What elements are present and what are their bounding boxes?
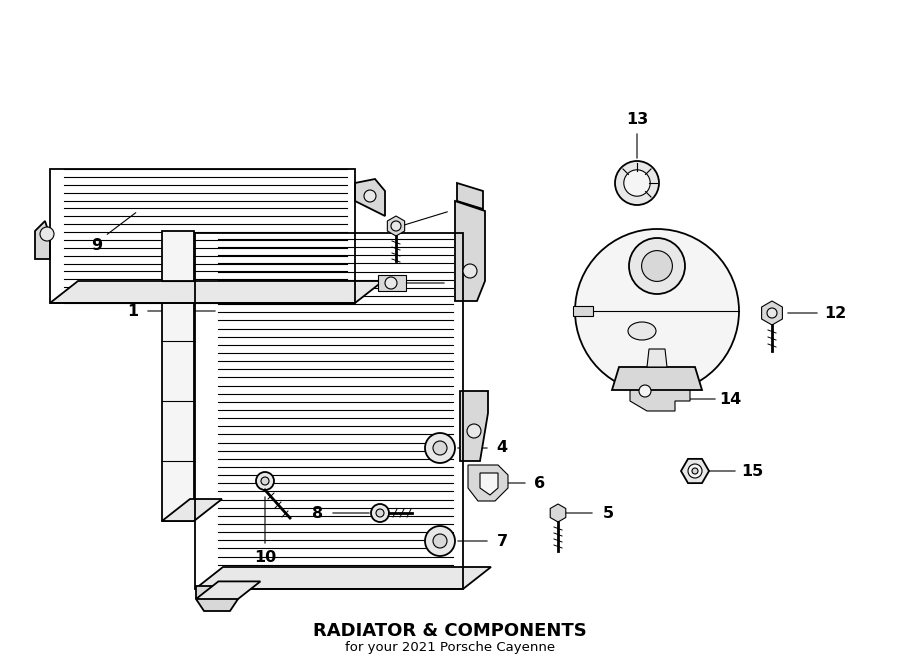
Circle shape xyxy=(639,385,651,397)
Circle shape xyxy=(40,227,54,241)
Polygon shape xyxy=(460,391,488,461)
Text: 15: 15 xyxy=(741,463,763,479)
Text: 13: 13 xyxy=(626,112,648,126)
Polygon shape xyxy=(457,183,483,209)
Circle shape xyxy=(463,264,477,278)
Text: 7: 7 xyxy=(497,533,508,549)
Polygon shape xyxy=(196,582,260,599)
Circle shape xyxy=(433,534,447,548)
Circle shape xyxy=(261,477,269,485)
Circle shape xyxy=(425,526,455,556)
Circle shape xyxy=(425,433,455,463)
Circle shape xyxy=(433,441,447,455)
Text: 8: 8 xyxy=(312,506,324,520)
Polygon shape xyxy=(195,567,491,589)
Text: 2: 2 xyxy=(454,276,465,290)
Text: 4: 4 xyxy=(497,440,508,455)
Polygon shape xyxy=(647,349,667,367)
Polygon shape xyxy=(573,306,593,316)
Polygon shape xyxy=(196,586,238,611)
Text: 5: 5 xyxy=(602,506,614,520)
Circle shape xyxy=(391,221,401,231)
Polygon shape xyxy=(50,281,383,303)
Circle shape xyxy=(767,308,777,318)
Circle shape xyxy=(615,161,659,205)
Text: 11: 11 xyxy=(702,258,724,274)
Polygon shape xyxy=(550,504,566,522)
Polygon shape xyxy=(162,499,222,521)
Polygon shape xyxy=(455,201,485,301)
Circle shape xyxy=(256,472,274,490)
Polygon shape xyxy=(761,301,782,325)
Circle shape xyxy=(642,251,672,282)
Text: 3: 3 xyxy=(456,200,468,215)
Polygon shape xyxy=(355,179,385,216)
Text: for your 2021 Porsche Cayenne: for your 2021 Porsche Cayenne xyxy=(345,641,555,654)
Circle shape xyxy=(385,277,397,289)
Polygon shape xyxy=(480,473,498,495)
Text: 10: 10 xyxy=(254,551,276,566)
Circle shape xyxy=(624,170,650,196)
Circle shape xyxy=(575,229,739,393)
Circle shape xyxy=(692,468,698,474)
Text: RADIATOR & COMPONENTS: RADIATOR & COMPONENTS xyxy=(313,622,587,640)
Polygon shape xyxy=(162,231,194,521)
Circle shape xyxy=(467,424,481,438)
Text: 14: 14 xyxy=(719,391,741,407)
Circle shape xyxy=(364,190,376,202)
Ellipse shape xyxy=(628,322,656,340)
Text: 6: 6 xyxy=(535,475,545,490)
Circle shape xyxy=(629,238,685,294)
Polygon shape xyxy=(681,459,709,483)
Text: 9: 9 xyxy=(92,239,103,254)
Polygon shape xyxy=(630,379,690,411)
Polygon shape xyxy=(387,216,405,236)
Circle shape xyxy=(688,464,702,478)
Polygon shape xyxy=(35,221,50,259)
Circle shape xyxy=(376,509,384,517)
Circle shape xyxy=(371,504,389,522)
Polygon shape xyxy=(612,367,702,390)
Text: 1: 1 xyxy=(128,303,139,319)
Polygon shape xyxy=(378,275,406,291)
Polygon shape xyxy=(468,465,508,501)
Text: 12: 12 xyxy=(824,305,846,321)
